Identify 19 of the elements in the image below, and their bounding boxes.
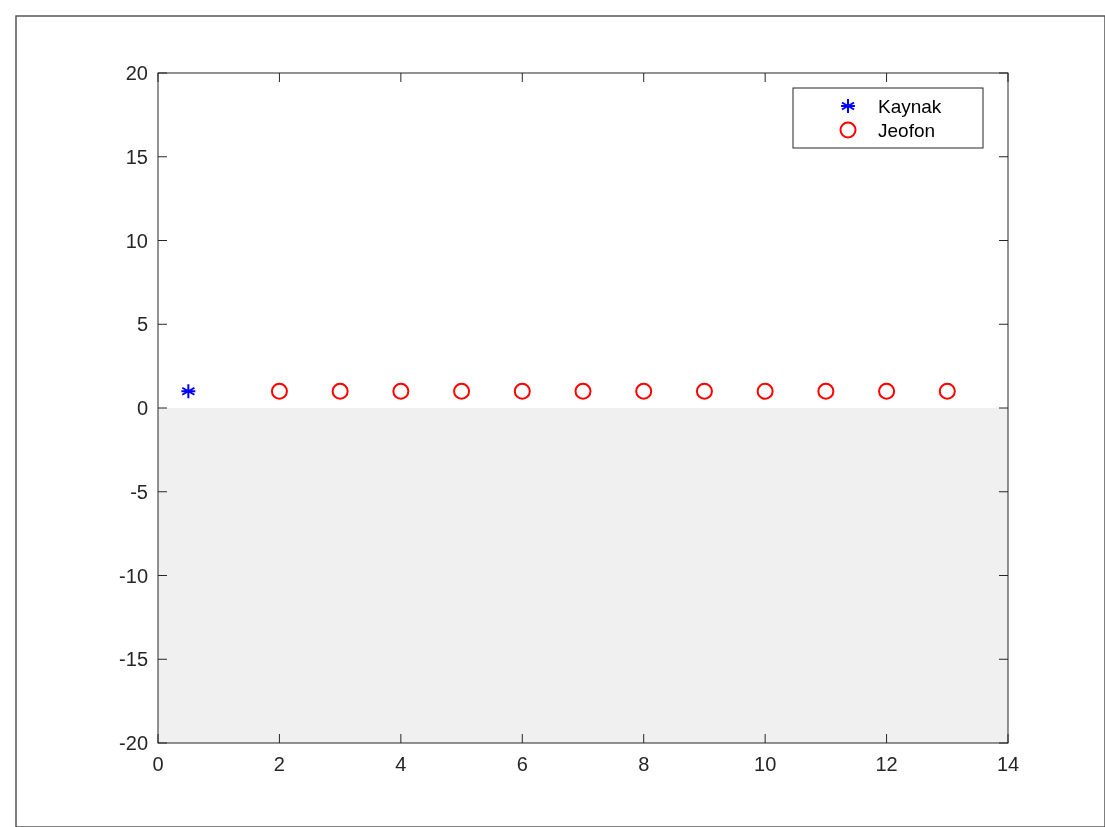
y-tick-label: 0: [136, 397, 148, 419]
x-tick-label: 2: [273, 753, 285, 775]
x-tick-label: 8: [638, 753, 650, 775]
legend-label: Jeofon: [878, 119, 936, 141]
x-tick-label: 4: [395, 753, 407, 775]
x-tick-label: 6: [516, 753, 528, 775]
x-tick-label: 0: [152, 753, 164, 775]
y-tick-label: -5: [130, 480, 148, 503]
y-tick-label: 5: [136, 313, 148, 336]
x-tick-label: 12: [875, 753, 898, 775]
y-tick-label: 10: [125, 229, 148, 252]
x-tick-label: 10: [754, 753, 777, 775]
y-tick-label: 15: [125, 145, 148, 168]
x-tick-label: 14: [996, 753, 1020, 775]
y-tick-label: 20: [125, 62, 148, 84]
y-tick-label: -10: [119, 564, 148, 587]
y-tick-label: -20: [119, 732, 148, 754]
y-tick-label: -15: [119, 648, 148, 671]
legend-label: Kaynak: [878, 95, 942, 117]
